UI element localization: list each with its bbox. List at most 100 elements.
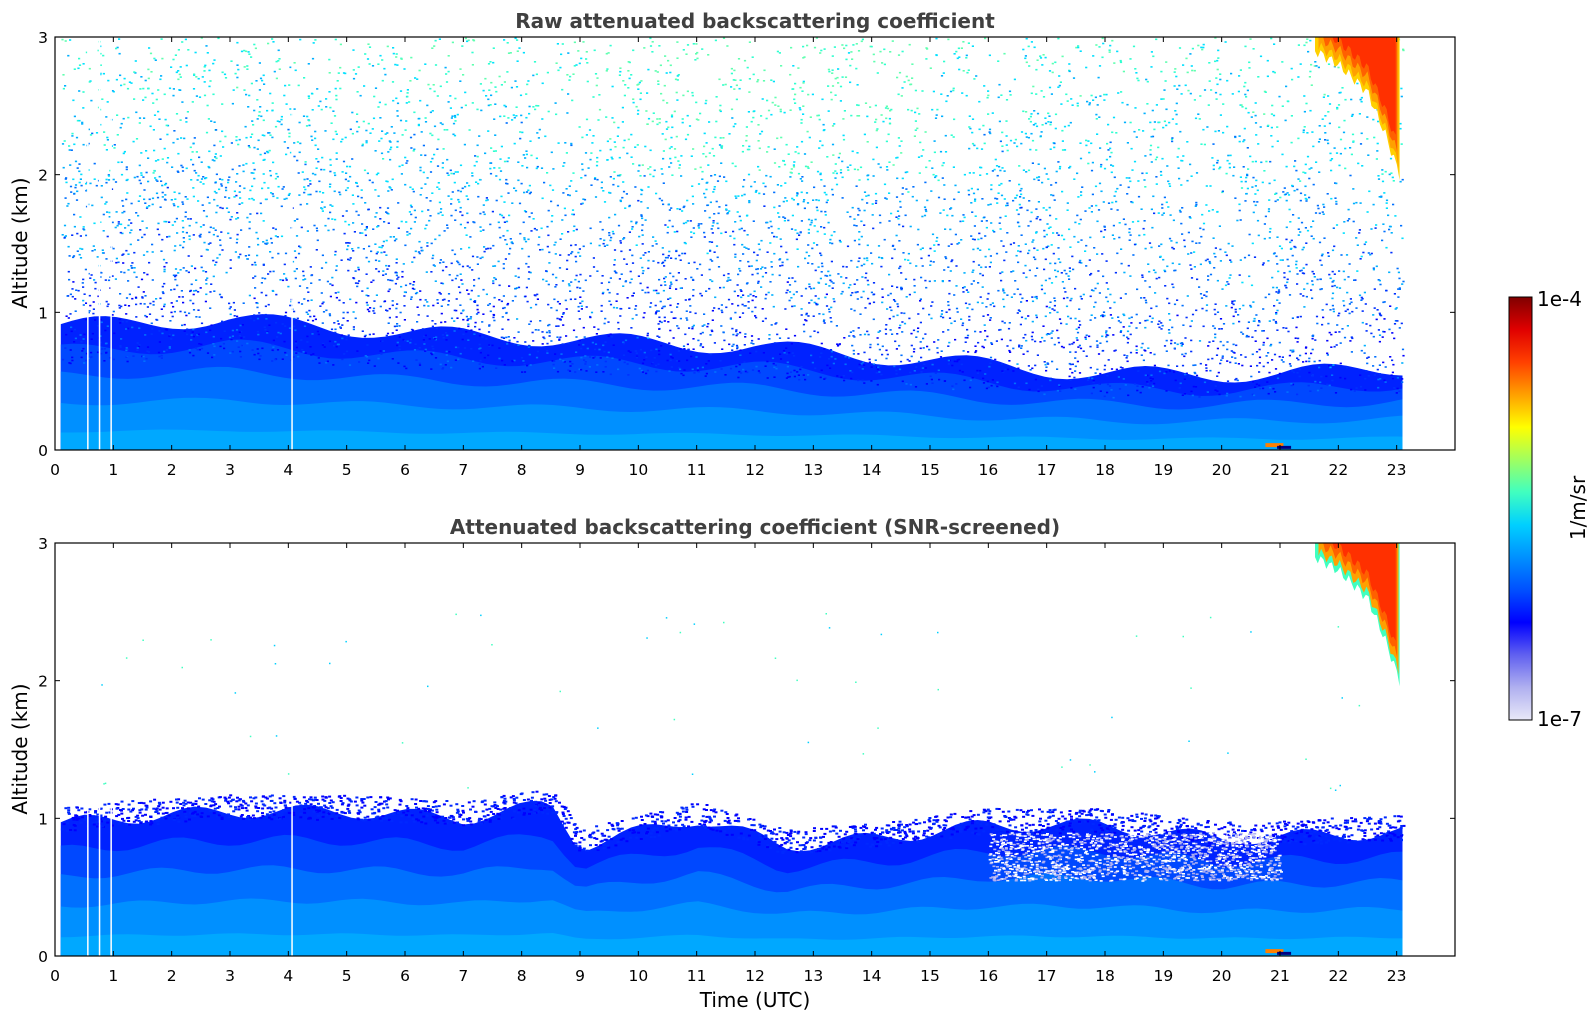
- noise-speck: [1003, 259, 1006, 262]
- noise-speck: [678, 254, 681, 257]
- noise-speck: [1088, 335, 1091, 338]
- noise-speck: [717, 212, 720, 215]
- noise-speck: [598, 108, 602, 111]
- noise-speck: [1096, 282, 1099, 285]
- noise-speck: [947, 363, 950, 365]
- noise-speck: [135, 276, 138, 278]
- noise-speck: [144, 96, 147, 99]
- noise-speck: [170, 289, 173, 291]
- noise-speck: [128, 219, 131, 221]
- noise-speck: [388, 140, 391, 142]
- noise-speck: [1204, 259, 1207, 262]
- noise-speck: [143, 272, 146, 274]
- noise-speck: [205, 177, 208, 179]
- noise-speck: [432, 264, 435, 266]
- noise-speck: [363, 85, 366, 87]
- noise-speck: [1085, 66, 1088, 69]
- noise-speck: [1047, 363, 1050, 365]
- noise-speck: [239, 324, 242, 327]
- noise-speck: [898, 71, 902, 74]
- noise-speck: [823, 319, 826, 321]
- noise-speck: [304, 188, 307, 191]
- noise-speck: [287, 128, 290, 131]
- noise-speck: [1300, 221, 1304, 224]
- noise-speck: [1327, 322, 1330, 325]
- noise-speck: [623, 237, 626, 239]
- noise-speck: [910, 332, 913, 335]
- noise-speck: [346, 248, 349, 251]
- noise-speck: [1049, 262, 1052, 265]
- noise-speck: [420, 131, 423, 133]
- noise-speck: [922, 337, 925, 340]
- noise-speck: [1186, 71, 1189, 74]
- noise-speck: [651, 245, 654, 247]
- noise-speck: [370, 250, 373, 253]
- noise-speck: [584, 174, 587, 177]
- noise-speck: [728, 343, 731, 346]
- noise-speck: [246, 216, 249, 219]
- noise-speck: [858, 257, 861, 259]
- noise-speck: [1135, 313, 1138, 316]
- noise-speck: [411, 261, 414, 263]
- noise-speck: [190, 334, 193, 336]
- noise-speck: [870, 45, 873, 48]
- noise-speck: [563, 162, 566, 164]
- noise-speck: [1155, 38, 1158, 41]
- noise-speck: [1327, 142, 1330, 145]
- noise-speck: [1217, 130, 1220, 132]
- noise-speck: [1181, 343, 1184, 345]
- noise-speck: [1164, 80, 1167, 82]
- noise-speck: [259, 153, 262, 156]
- noise-speck: [471, 64, 474, 66]
- noise-speck: [668, 250, 671, 253]
- noise-speck: [877, 163, 880, 165]
- noise-speck: [142, 291, 145, 293]
- noise-speck: [234, 72, 237, 75]
- noise-speck: [968, 115, 971, 117]
- noise-speck: [592, 357, 595, 359]
- noise-speck: [735, 84, 738, 87]
- noise-speck: [1213, 327, 1216, 330]
- noise-speck: [766, 360, 769, 363]
- noise-speck: [1079, 347, 1083, 350]
- noise-speck: [1145, 301, 1148, 304]
- noise-speck: [1303, 95, 1306, 97]
- noise-speck: [969, 127, 972, 130]
- noise-speck: [1077, 326, 1080, 329]
- noise-speck: [493, 296, 496, 299]
- noise-speck: [1308, 196, 1311, 199]
- noise-speck: [200, 178, 204, 180]
- noise-speck: [1068, 270, 1072, 273]
- noise-speck: [378, 101, 381, 104]
- noise-speck: [1372, 267, 1375, 269]
- noise-speck: [1046, 223, 1049, 225]
- noise-speck: [94, 287, 97, 290]
- noise-speck: [489, 104, 492, 106]
- noise-speck: [1113, 301, 1116, 304]
- noise-speck: [857, 353, 860, 355]
- noise-speck: [387, 151, 390, 153]
- noise-speck: [1203, 143, 1206, 146]
- noise-speck: [1262, 330, 1265, 332]
- noise-speck: [532, 74, 535, 77]
- noise-speck: [1331, 292, 1335, 295]
- noise-speck: [757, 280, 760, 283]
- noise-speck: [1398, 390, 1401, 393]
- noise-speck: [1313, 65, 1316, 67]
- noise-speck: [745, 247, 748, 249]
- noise-speck: [1306, 155, 1310, 158]
- noise-speck: [657, 261, 660, 264]
- noise-speck: [385, 239, 388, 242]
- noise-speck: [522, 221, 525, 224]
- noise-speck: [240, 337, 243, 339]
- noise-speck: [840, 276, 843, 278]
- noise-speck: [787, 376, 790, 378]
- noise-speck: [998, 184, 1001, 186]
- noise-speck: [571, 363, 574, 365]
- noise-speck: [1252, 176, 1255, 179]
- noise-speck: [579, 273, 582, 276]
- noise-speck: [140, 174, 143, 176]
- noise-speck: [1338, 270, 1341, 272]
- noise-speck: [781, 264, 784, 267]
- noise-speck: [884, 333, 888, 335]
